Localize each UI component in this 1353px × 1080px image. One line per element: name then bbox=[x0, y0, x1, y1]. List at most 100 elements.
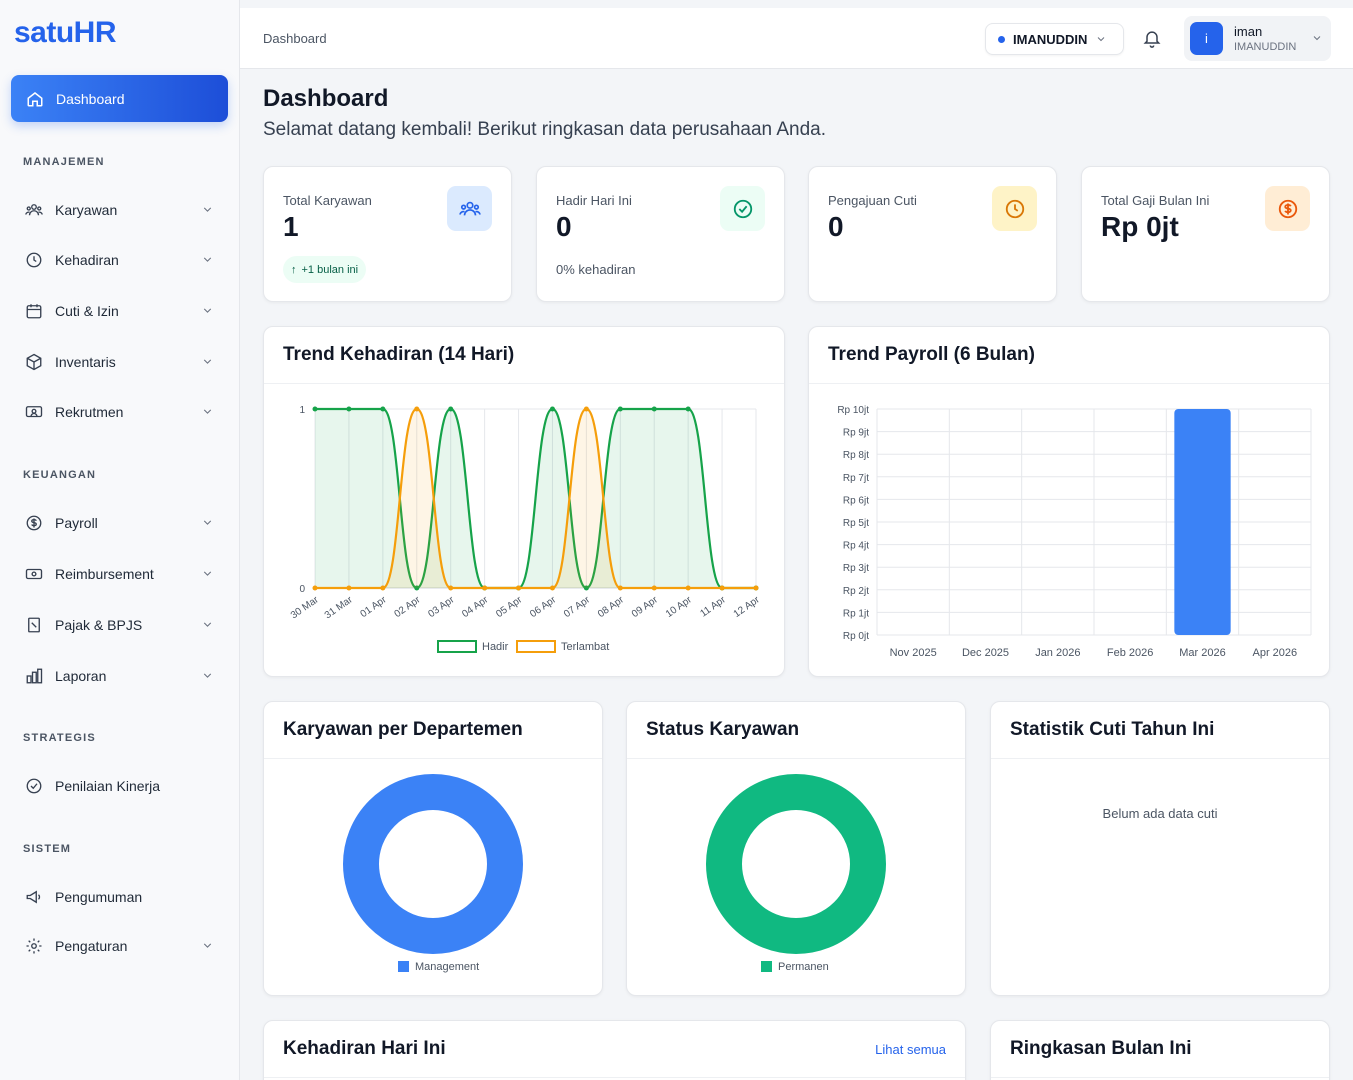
sidebar-item-label: Kehadiran bbox=[55, 252, 119, 268]
divider bbox=[264, 758, 602, 759]
breadcrumb[interactable]: Dashboard bbox=[263, 31, 327, 46]
data-point bbox=[651, 585, 657, 591]
data-point bbox=[549, 406, 555, 412]
chevron-down-icon bbox=[203, 257, 212, 262]
y-tick-label: Rp 6jt bbox=[843, 495, 869, 506]
data-point bbox=[617, 585, 623, 591]
divider bbox=[991, 758, 1329, 759]
page-subtitle: Selamat datang kembali! Berikut ringkasa… bbox=[263, 119, 826, 140]
chevron-down-icon bbox=[203, 622, 212, 627]
sidebar-item-label: Karyawan bbox=[55, 202, 118, 218]
sidebar-item-label: Dashboard bbox=[56, 90, 125, 107]
data-point bbox=[516, 585, 522, 591]
legend-swatch bbox=[761, 961, 772, 972]
sidebar-item-reimbursement[interactable]: Reimbursement bbox=[11, 556, 228, 592]
chevron-down-icon bbox=[203, 359, 212, 364]
data-point bbox=[651, 406, 657, 412]
legend-swatch bbox=[398, 961, 409, 972]
y-tick-label: Rp 4jt bbox=[843, 541, 869, 552]
stat-value: 0 bbox=[828, 211, 844, 242]
x-tick-label: 11 Apr bbox=[698, 594, 728, 620]
data-point bbox=[685, 406, 691, 412]
see-all-link[interactable]: Lihat semua bbox=[875, 1042, 946, 1057]
id-card-icon bbox=[25, 403, 43, 421]
stat-label: Total Karyawan bbox=[283, 193, 372, 208]
y-tick-label: Rp 5jt bbox=[843, 518, 869, 529]
legend-swatch bbox=[437, 640, 477, 653]
company-select-label: IMANUDDIN bbox=[1013, 31, 1088, 47]
sidebar-item-inventaris[interactable]: Inventaris bbox=[11, 344, 228, 380]
calendar-icon bbox=[25, 302, 43, 320]
sidebar-item-payroll[interactable]: Payroll bbox=[11, 505, 228, 541]
user-menu[interactable]: i iman IMANUDDIN bbox=[1184, 16, 1331, 61]
sidebar-item-label: Penilaian Kinerja bbox=[55, 778, 161, 794]
x-tick-label: Nov 2025 bbox=[890, 647, 937, 659]
y-tick-label: Rp 1jt bbox=[843, 608, 869, 619]
data-point bbox=[685, 585, 691, 591]
x-tick-label: Apr 2026 bbox=[1253, 647, 1298, 659]
data-point bbox=[448, 585, 454, 591]
attendance-chart: 0 1 30 Mar 31 Mar 01 Apr 02 Apr 03 Apr 04 Apr 05… bbox=[289, 405, 762, 653]
series-line-terlambat bbox=[315, 407, 756, 590]
stat-note: 0% kehadiran bbox=[556, 262, 636, 277]
divider bbox=[809, 383, 1329, 384]
sidebar-item-rekrutmen[interactable]: Rekrutmen bbox=[11, 394, 228, 430]
sidebar-item-dashboard[interactable]: Dashboard bbox=[11, 75, 228, 122]
legend-label: Hadir bbox=[482, 641, 509, 653]
legend-swatch bbox=[516, 640, 556, 653]
stat-label: Pengajuan Cuti bbox=[828, 193, 917, 208]
series-area-terlambat bbox=[315, 409, 756, 588]
sidebar-item-kehadiran[interactable]: Kehadiran bbox=[11, 242, 228, 278]
company-select[interactable]: IMANUDDIN bbox=[985, 23, 1124, 55]
y-tick-label: Rp 3jt bbox=[843, 563, 869, 574]
y-tick-label: Rp 9jt bbox=[843, 428, 869, 439]
sidebar-item-pengumuman[interactable]: Pengumuman bbox=[11, 879, 228, 915]
pie-slice bbox=[343, 774, 523, 954]
x-tick-label: 07 Apr bbox=[562, 594, 593, 620]
sidebar-item-pajak[interactable]: Pajak & BPJS bbox=[11, 607, 228, 643]
data-point bbox=[549, 585, 555, 591]
arrow-up-icon: ↑ bbox=[291, 263, 297, 276]
data-point bbox=[719, 585, 725, 591]
section-label-manajemen: MANAJEMEN bbox=[23, 156, 105, 168]
sidebar-item-cuti[interactable]: Cuti & Izin bbox=[11, 293, 228, 329]
stat-value: 0 bbox=[556, 211, 572, 242]
sidebar-item-laporan[interactable]: Laporan bbox=[11, 658, 228, 694]
stat-value: 1 bbox=[283, 211, 299, 242]
stat-label: Total Gaji Bulan Ini bbox=[1101, 193, 1210, 208]
x-tick-label: 04 Apr bbox=[460, 594, 491, 620]
sidebar-item-karyawan[interactable]: Karyawan bbox=[11, 192, 228, 228]
x-tick-label: 30 Mar bbox=[289, 594, 321, 621]
payroll-chart: Rp 0jt Rp 1jt Rp 2jt Rp 3jt Rp 4jt Rp 5jt Rp 6… bbox=[837, 405, 1312, 659]
chevron-down-icon bbox=[203, 571, 212, 576]
stat-card-karyawan: Total Karyawan 1 ↑ +1 bulan ini bbox=[263, 166, 512, 302]
sidebar-item-penilaian[interactable]: Penilaian Kinerja bbox=[11, 768, 228, 804]
pie-slice bbox=[706, 774, 886, 954]
x-tick-label: 02 Apr bbox=[392, 594, 423, 620]
payroll-trend-card: Trend Payroll (6 Bulan) Rp 0jt Rp 1jt Rp 2… bbox=[808, 326, 1330, 677]
x-tick-label: 05 Apr bbox=[494, 594, 525, 620]
check-circle-icon bbox=[720, 186, 765, 231]
data-point bbox=[482, 585, 488, 591]
app-logo[interactable]: satuHR bbox=[14, 16, 117, 49]
sidebar-item-pengaturan[interactable]: Pengaturan bbox=[11, 928, 228, 964]
data-point bbox=[583, 585, 589, 591]
sidebar-item-label: Inventaris bbox=[55, 354, 116, 370]
divider bbox=[991, 1077, 1329, 1078]
y-tick-label: Rp 2jt bbox=[843, 586, 869, 597]
x-tick-label: 03 Apr bbox=[426, 594, 457, 620]
bar-chart-icon bbox=[25, 667, 43, 685]
users-icon bbox=[447, 186, 492, 231]
card-title: Karyawan per Departemen bbox=[283, 719, 523, 740]
bell-icon[interactable] bbox=[1142, 28, 1162, 48]
empty-state: Belum ada data cuti bbox=[1102, 806, 1218, 821]
y-tick-label: 1 bbox=[299, 405, 305, 416]
x-tick-label: Mar 2026 bbox=[1179, 647, 1225, 659]
department-donut-chart: Management bbox=[343, 774, 523, 973]
user-name: iman bbox=[1234, 24, 1263, 39]
stat-label: Hadir Hari Ini bbox=[556, 193, 632, 208]
sidebar-item-label: Laporan bbox=[55, 668, 107, 684]
chevron-down-icon bbox=[203, 520, 212, 525]
status-donut-chart: Permanen bbox=[706, 774, 886, 973]
data-point bbox=[380, 585, 386, 591]
